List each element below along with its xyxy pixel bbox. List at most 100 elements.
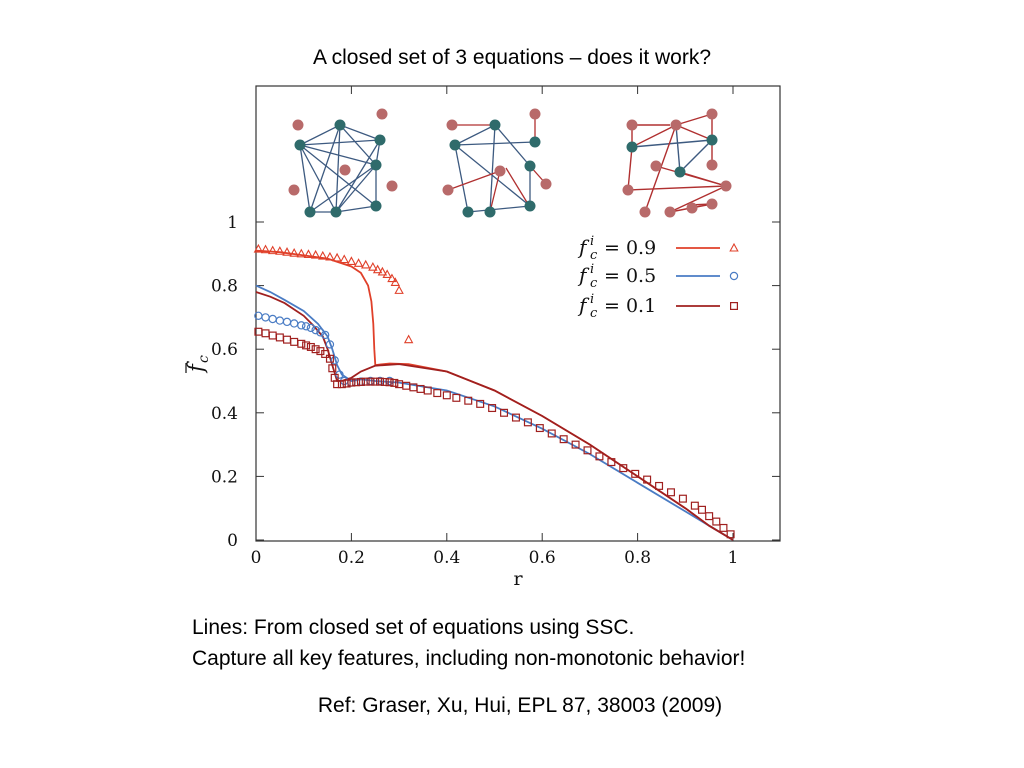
network-diagram-undirected (299, 124, 381, 213)
data-point-f01 (452, 393, 461, 402)
data-point-f05 (268, 314, 277, 324)
series-line-f01 (255, 291, 734, 541)
data-point-f01 (726, 530, 735, 539)
data-point-f01 (571, 440, 580, 449)
x-tick-label: 0.4 (433, 548, 460, 568)
y-axis-label-symbol: f (184, 361, 208, 374)
data-point-f01 (423, 386, 432, 395)
legend-value: = 0.1 (604, 295, 656, 317)
data-point-f01 (488, 404, 497, 413)
data-point-f01 (643, 475, 652, 484)
data-point-f09 (346, 256, 357, 265)
data-point-f01 (325, 354, 334, 363)
data-point-f09 (387, 273, 397, 283)
data-point-f01 (347, 378, 356, 387)
legend-marker (729, 271, 739, 281)
data-point-f01 (261, 329, 270, 338)
data-point-f05 (297, 321, 306, 330)
y-axis-label-subscript: c (196, 355, 212, 363)
data-point-f01 (697, 505, 706, 514)
data-point-f01 (311, 345, 320, 354)
legend-subscript: c (590, 248, 598, 263)
data-point-f09 (353, 258, 364, 267)
data-point-f01 (275, 333, 284, 342)
data-point-f05 (306, 323, 316, 333)
x-tick-label: 0.2 (338, 548, 365, 568)
data-point-f09 (275, 246, 285, 255)
data-point-f01 (433, 389, 442, 398)
network-nodes-2 (442, 108, 552, 218)
data-point-f05 (320, 330, 330, 340)
x-axis-label: r (513, 568, 523, 590)
x-tick-label: 0 (251, 548, 262, 568)
data-point-f09 (282, 247, 292, 256)
network-nodes-3 (622, 108, 732, 218)
data-point-f01 (352, 378, 361, 387)
data-point-f09 (253, 243, 264, 253)
data-point-f09 (394, 285, 404, 294)
data-point-f01 (390, 378, 399, 387)
data-point-f05 (282, 317, 292, 327)
series-line-f05 (255, 284, 734, 541)
caption-line-1: Lines: From closed set of equations usin… (192, 616, 635, 639)
y-tick-label: 1 (227, 213, 238, 233)
data-point-f01 (371, 377, 380, 386)
x-tick-label: 0.6 (529, 548, 556, 568)
data-point-f09 (372, 264, 383, 274)
reference: Ref: Graser, Xu, Hui, EPL 87, 38003 (200… (317, 694, 723, 717)
data-point-f01 (655, 481, 664, 490)
legend-marker (729, 302, 738, 311)
legend-subscript: c (590, 306, 598, 321)
data-point-f01 (268, 331, 277, 340)
data-point-f01 (535, 424, 544, 433)
data-point-f01 (559, 435, 568, 444)
data-point-f01 (500, 408, 509, 417)
y-tick-label: 0.6 (211, 340, 238, 360)
data-point-f05 (275, 316, 285, 325)
data-point-f01 (333, 380, 342, 389)
data-point-f01 (678, 494, 687, 503)
data-point-f09 (390, 277, 401, 286)
data-point-f05 (289, 319, 299, 328)
legend-entry-f01: f ic = 0.1 (577, 292, 738, 321)
legend-entry-f05: f ic = 0.5 (577, 262, 739, 291)
data-point-f01 (705, 512, 714, 521)
data-point-f09 (267, 245, 278, 255)
legend-symbol: f (577, 263, 590, 287)
data-point-f01 (385, 378, 394, 387)
data-point-f09 (360, 259, 371, 269)
data-point-f01 (547, 429, 556, 438)
data-point-f01 (607, 458, 616, 467)
data-point-f01 (361, 377, 370, 386)
data-point-f09 (377, 266, 388, 276)
data-point-f01 (328, 364, 337, 373)
data-point-f05 (316, 328, 325, 337)
data-point-f05 (325, 340, 335, 349)
data-point-f09 (325, 251, 335, 261)
data-point-f01 (376, 377, 385, 386)
legend-superscript: i (590, 292, 594, 307)
data-point-f01 (337, 380, 346, 389)
legend-value: = 0.5 (604, 265, 656, 287)
data-point-f09 (260, 244, 271, 254)
x-tick-label: 0.8 (624, 548, 651, 568)
caption-line-2: Capture all key features, including non-… (192, 647, 746, 670)
legend-value: = 0.9 (604, 237, 656, 259)
data-point-f01 (712, 517, 721, 526)
data-point-f09 (296, 248, 307, 258)
data-point-f09 (318, 250, 328, 260)
data-point-f01 (511, 413, 520, 422)
data-point-f01 (666, 488, 675, 497)
data-point-f05 (330, 356, 339, 365)
data-point-f01 (356, 377, 365, 386)
y-tick-label: 0 (227, 531, 238, 551)
data-point-f01 (321, 349, 330, 358)
y-axis-label: fc (184, 355, 212, 374)
data-point-f01 (583, 446, 592, 455)
data-point-f09 (403, 334, 414, 344)
data-point-f09 (382, 269, 392, 279)
y-tick-label: 0.4 (211, 404, 238, 424)
data-point-f01 (464, 396, 473, 405)
legend-subscript: c (590, 276, 598, 291)
caption: Lines: From closed set of equations usin… (192, 612, 745, 674)
